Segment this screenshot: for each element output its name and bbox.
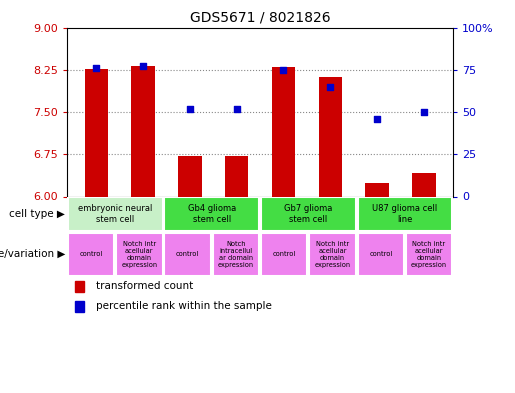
Bar (75, 281, 84, 292)
Bar (261, 233, 307, 276)
Bar (357, 197, 452, 231)
Text: Notch intr
acellular
domain
expression: Notch intr acellular domain expression (315, 241, 351, 268)
Bar (68, 233, 114, 276)
Bar (225, 156, 248, 196)
Text: Gb7 glioma
stem cell: Gb7 glioma stem cell (284, 204, 333, 224)
Bar (310, 233, 356, 276)
Bar (68, 197, 163, 231)
Bar (261, 197, 356, 231)
Text: genotype/variation ▶: genotype/variation ▶ (0, 250, 65, 259)
Bar (131, 66, 154, 196)
Bar (75, 301, 84, 312)
Text: control: control (176, 252, 199, 257)
Bar (84, 69, 108, 196)
Text: control: control (272, 252, 296, 257)
Text: percentile rank within the sample: percentile rank within the sample (96, 301, 272, 311)
Text: U87 glioma cell
line: U87 glioma cell line (372, 204, 438, 224)
Point (186, 105, 194, 112)
Text: cell type ▶: cell type ▶ (9, 209, 65, 219)
Text: embryonic neural
stem cell: embryonic neural stem cell (78, 204, 152, 224)
Title: GDS5671 / 8021826: GDS5671 / 8021826 (190, 11, 331, 25)
Text: Notch intr
acellular
domain
expression: Notch intr acellular domain expression (411, 241, 447, 268)
Text: Notch
intracellul
ar domain
expression: Notch intracellul ar domain expression (218, 241, 254, 268)
Bar (164, 233, 211, 276)
Bar (357, 233, 404, 276)
Bar (366, 183, 389, 196)
Bar (272, 67, 295, 196)
Point (233, 105, 241, 112)
Bar (213, 233, 259, 276)
Point (279, 67, 287, 73)
Text: Gb4 glioma
stem cell: Gb4 glioma stem cell (187, 204, 236, 224)
Point (373, 116, 381, 122)
Bar (412, 173, 436, 196)
Bar (178, 156, 201, 196)
Text: control: control (369, 252, 392, 257)
Bar (116, 233, 163, 276)
Bar (164, 197, 259, 231)
Point (139, 63, 147, 70)
Bar (406, 233, 452, 276)
Text: control: control (79, 252, 102, 257)
Bar (319, 77, 342, 196)
Point (92, 65, 100, 71)
Text: Notch intr
acellular
domain
expression: Notch intr acellular domain expression (122, 241, 158, 268)
Point (420, 109, 428, 115)
Point (326, 83, 334, 90)
Text: transformed count: transformed count (96, 281, 193, 292)
